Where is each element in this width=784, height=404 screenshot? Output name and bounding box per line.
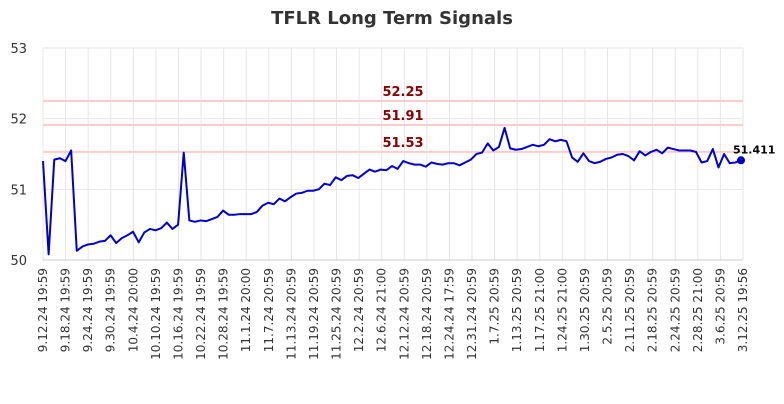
x-tick-label: 2.11.25 20:59 (623, 268, 637, 352)
x-tick-label: 2.5.25 20:59 (601, 268, 615, 345)
x-tick-label: 3.12.25 19:56 (736, 268, 750, 352)
signal-line-label: 52.25 (382, 85, 423, 100)
x-tick-label: 3.6.25 20:59 (713, 268, 727, 345)
x-tick-label: 11.19.24 20:59 (307, 268, 321, 360)
x-tick-label: 10.4.24 20:00 (126, 268, 140, 352)
signal-line-label: 51.53 (382, 136, 423, 151)
x-tick-label: 9.30.24 19:59 (104, 268, 118, 352)
x-tick-label: 11.25.24 20:59 (330, 268, 344, 360)
chart-title: TFLR Long Term Signals (271, 8, 513, 29)
y-tick-label: 52 (10, 113, 27, 128)
x-tick-label: 2.18.25 20:59 (646, 268, 660, 352)
x-tick-label: 12.18.24 20:59 (420, 268, 434, 360)
y-tick-label: 50 (10, 254, 27, 269)
x-tick-label: 11.1.24 20:00 (239, 268, 253, 352)
x-tick-label: 1.7.25 20:59 (488, 268, 502, 345)
x-tick-label: 12.31.24 20:59 (465, 268, 479, 360)
x-tick-label: 1.24.25 21:00 (555, 268, 569, 352)
x-tick-label: 1.17.25 21:00 (533, 268, 547, 352)
x-tick-label: 9.18.24 19:59 (59, 268, 73, 352)
y-tick-label: 51 (10, 183, 27, 198)
x-tick-label: 11.7.24 20:59 (262, 268, 276, 352)
x-tick-label: 1.30.25 20:59 (578, 268, 592, 352)
x-tick-label: 11.13.24 20:59 (284, 268, 298, 360)
last-value-marker (737, 156, 745, 165)
x-tick-label: 9.12.24 19:59 (36, 268, 50, 352)
x-tick-label: 2.28.25 21:00 (691, 268, 705, 352)
x-tick-label: 10.28.24 19:59 (217, 268, 231, 360)
x-tick-label: 12.2.24 20:59 (352, 268, 366, 352)
x-tick-label: 10.16.24 19:59 (171, 268, 185, 360)
x-tick-label: 9.24.24 19:59 (81, 268, 95, 352)
x-tick-label: 12.12.24 20:59 (397, 268, 411, 360)
x-tick-label: 10.22.24 19:59 (194, 268, 208, 360)
x-tick-label: 12.6.24 21:00 (375, 268, 389, 352)
last-value-label: 51.411 (733, 143, 775, 156)
x-tick-label: 10.10.24 19:59 (149, 268, 163, 360)
x-tick-label: 1.13.25 20:59 (510, 268, 524, 352)
y-tick-label: 53 (10, 42, 27, 57)
price-series-line (42, 126, 742, 256)
signal-line-label: 51.91 (382, 109, 423, 124)
x-tick-label: 2.24.25 20:59 (668, 268, 682, 352)
x-tick-label: 12.24.24 17:59 (442, 268, 456, 360)
